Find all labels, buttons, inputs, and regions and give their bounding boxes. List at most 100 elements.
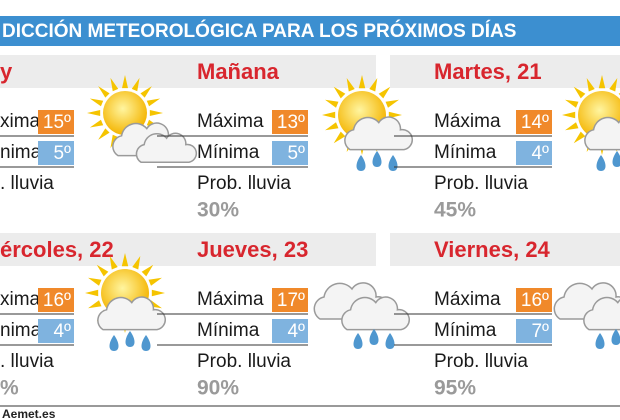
rain-drop [356,155,366,171]
max-label: Máxima [197,111,264,132]
sun-ray [565,99,579,108]
rain-value: 90% [197,377,239,400]
day-header [153,55,376,88]
max-box [516,288,552,312]
day-name: Viernes, 24 [434,237,551,262]
day-name: Martes, 21 [434,59,542,84]
sun-ray [149,110,163,116]
max-label: xima [0,289,41,310]
rain-drop [353,333,363,349]
max-value: 16º [43,290,71,311]
rain-drop [141,335,151,351]
rain-value: 30% [197,199,239,222]
cloud-icon [135,132,198,163]
sun-ray [121,253,129,267]
max-label: Máxima [434,289,501,310]
sun-ray [378,86,391,99]
sun-ray [98,86,110,98]
sun-ray [122,75,128,89]
cloud-shape [135,132,198,163]
sun-ray [586,78,595,92]
max-label: Máxima [197,289,264,310]
sun-ray [140,86,152,98]
rain-drop [611,329,620,345]
day-header [390,55,620,88]
max-label: Máxima [434,111,501,132]
day-name: Jueves, 23 [197,237,308,262]
sun-ray [385,99,399,108]
sun-ray [132,256,141,270]
header-title: DICCIÓN METEOROLÓGICA PARA LOS PRÓXIMOS … [2,20,516,42]
day-header [153,233,376,266]
sun-ray [573,86,586,99]
min-label: Mínima [434,142,497,163]
min-box [38,141,74,165]
min-label: Mínima [197,320,260,341]
day-header [390,233,620,266]
sun-ray [109,256,118,270]
min-box [38,319,74,343]
min-box [516,141,552,165]
sun-ray [358,75,366,89]
rain-label: Prob. lluvia [197,351,291,372]
min-label: Mínima [197,142,260,163]
max-value: 15º [43,112,71,133]
min-label: nima [0,142,42,163]
cloud-icon [341,296,410,331]
rain-label: Prob. lluvia [197,173,291,194]
sun-ray [88,277,102,286]
rain-label: Prob. lluvia [434,351,528,372]
min-box [272,319,308,343]
cloud-shape [97,296,166,331]
sun-ray [146,98,161,107]
max-box [272,110,308,134]
max-label: xima [0,111,41,132]
rain-drop [596,155,606,171]
rain-drop [385,333,395,349]
sun-ray [562,111,576,119]
sun-ray [141,264,154,277]
min-box [516,319,552,343]
cloud-shape [583,296,620,331]
max-box [38,110,74,134]
sun-ray [369,78,378,92]
day-name: ércoles, 22 [0,237,114,262]
min-value: 4º [53,321,71,342]
min-value: 4º [531,143,549,164]
min-value: 7º [531,321,549,342]
sun-ray [565,122,579,131]
rain-label: . lluvia [0,351,54,372]
sun-ray [89,119,104,128]
sun-ray [148,277,162,286]
sun-ray [110,77,119,92]
max-value: 14º [521,112,549,133]
max-value: 16º [521,290,549,311]
rain-value: 95% [434,377,476,400]
source: Aemet.es [2,407,56,420]
rain-value: % [0,377,19,400]
sun-ray [87,110,101,116]
min-value: 4º [287,321,305,342]
day-name: y [0,59,13,84]
max-box [272,288,308,312]
rain-drop [109,335,119,351]
sun-ray [333,86,346,99]
min-label: Mínima [434,320,497,341]
sun-ray [89,98,104,107]
sun-ray [346,78,355,92]
min-value: 5º [287,143,305,164]
rain-value: 45% [434,199,476,222]
sun-ray [609,78,618,92]
min-label: nima [0,320,42,341]
sun-ray [151,289,165,297]
rain-drop [372,151,382,167]
cloud-shape [341,296,410,331]
sun-ray [388,111,402,119]
sun-ray [96,264,109,277]
cloud-icon [583,296,620,331]
max-value: 13º [277,112,305,133]
sun-ray [322,111,336,119]
rain-drop [595,333,605,349]
day-name: Mañana [197,59,280,84]
